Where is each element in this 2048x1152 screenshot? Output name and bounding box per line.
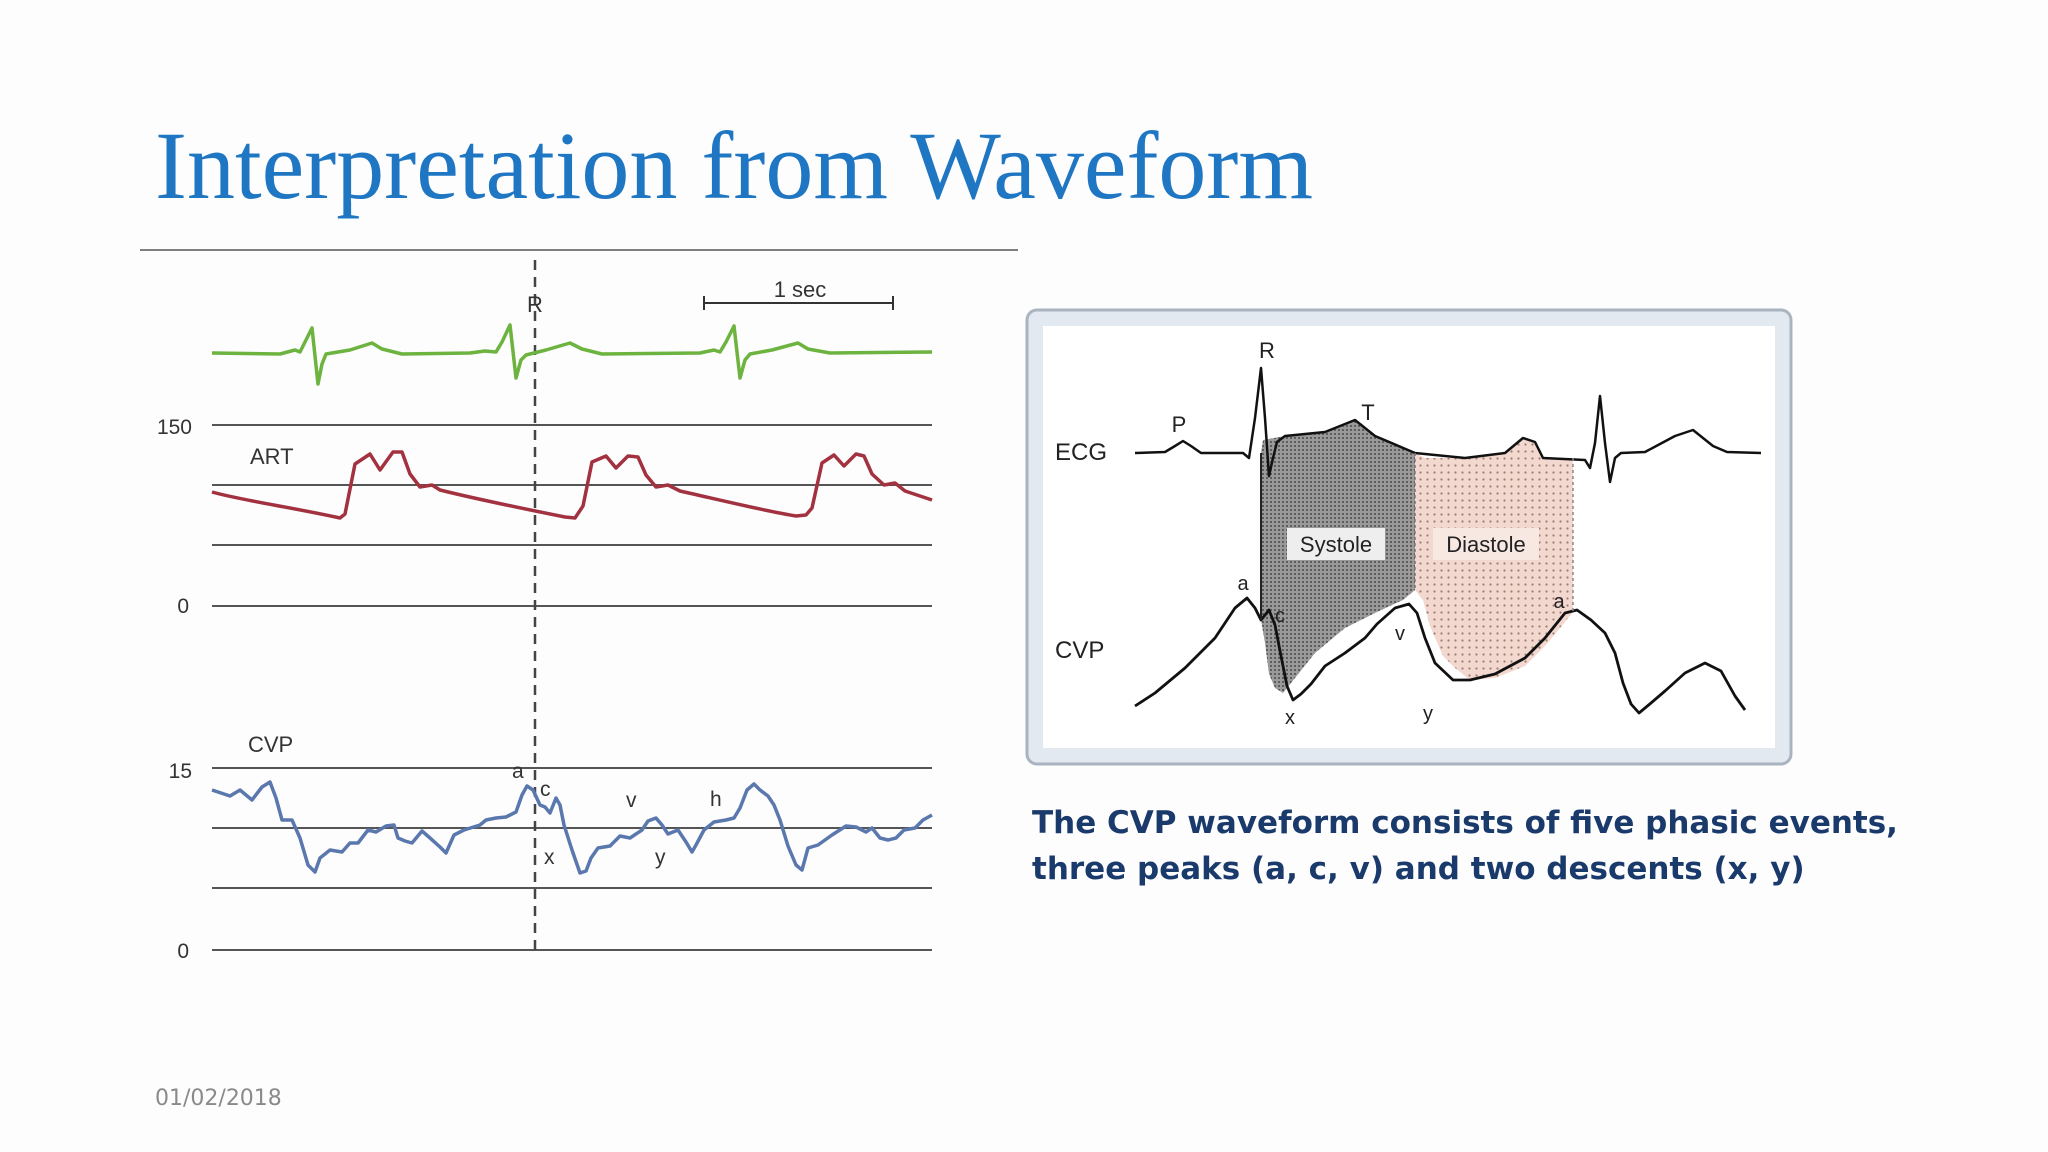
r-label: R — [527, 292, 543, 317]
cvp-wave-x: x — [544, 846, 555, 869]
ecg-label: ECG — [1055, 439, 1107, 466]
time-scale-bar — [703, 296, 894, 310]
cvp-wave-c-right: c — [1275, 605, 1285, 627]
cvp-wave-y-right: y — [1423, 703, 1433, 725]
ecg-trace-right — [1134, 366, 1762, 484]
cvp-wave-v: v — [626, 789, 637, 812]
cvp-trace-right — [1134, 596, 1747, 715]
art-tick-150: 150 — [157, 416, 192, 439]
cvp-wave-h: h — [710, 788, 722, 811]
cvp-label-right: CVP — [1055, 637, 1104, 664]
ecg-trace — [211, 323, 933, 386]
cvp-wave-y: y — [655, 846, 666, 869]
diastole-label-box — [1433, 528, 1539, 560]
ecg-wave-r: R — [1259, 338, 1275, 363]
cvp-tick-0: 0 — [177, 940, 189, 963]
caption-line-2: three peaks (a, c, v) and two descents (… — [1032, 851, 1805, 887]
ecg-wave-p: P — [1172, 412, 1187, 437]
caption-line-1: The CVP waveform consists of five phasic… — [1032, 805, 1898, 841]
systole-label: Systole — [1300, 532, 1372, 557]
scale-label: 1 sec — [774, 277, 827, 302]
cvp-wave-c: c — [540, 778, 551, 801]
art-tick-0: 0 — [177, 595, 189, 618]
cvp-wave-a-first: a — [1237, 573, 1249, 595]
ecg-wave-t: T — [1361, 400, 1374, 425]
cvp-cardiac-cycle-figure: Systole Diastole ECG CVP P R T a c v a x… — [1025, 308, 1793, 766]
caption: The CVP waveform consists of five phasic… — [1032, 800, 1898, 892]
slide-date: 01/02/2018 — [155, 1086, 282, 1111]
cvp-label: CVP — [248, 732, 293, 757]
cvp-tick-15: 15 — [169, 760, 192, 783]
slide-title: Interpretation from Waveform — [155, 112, 1314, 219]
cvp-wave-v-right: v — [1395, 623, 1405, 645]
art-trace — [211, 450, 933, 520]
systole-label-box — [1287, 528, 1385, 560]
cvp-wave-a: a — [512, 760, 524, 783]
cvp-trace — [211, 780, 933, 875]
art-label: ART — [250, 444, 294, 469]
title-divider — [140, 249, 1018, 251]
cvp-wave-a-second: a — [1553, 591, 1565, 613]
ecg-art-cvp-figure: 1 sec R 150 0 15 0 ART CVP a c v h x y — [157, 260, 933, 963]
cvp-wave-x-right: x — [1285, 707, 1295, 729]
diastole-label: Diastole — [1446, 532, 1525, 557]
